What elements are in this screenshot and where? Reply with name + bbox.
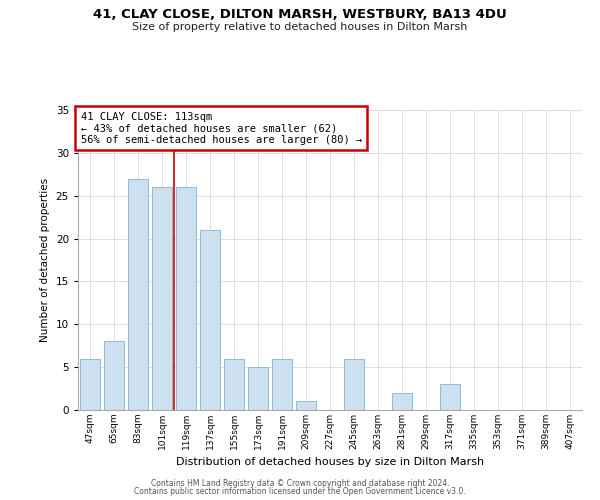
Text: 41, CLAY CLOSE, DILTON MARSH, WESTBURY, BA13 4DU: 41, CLAY CLOSE, DILTON MARSH, WESTBURY, … xyxy=(93,8,507,20)
Bar xyxy=(152,187,172,410)
Bar xyxy=(104,342,124,410)
Bar xyxy=(248,367,268,410)
Bar xyxy=(272,358,292,410)
Y-axis label: Number of detached properties: Number of detached properties xyxy=(40,178,50,342)
Bar xyxy=(128,178,148,410)
Bar xyxy=(200,230,220,410)
Bar xyxy=(176,187,196,410)
Bar xyxy=(80,358,100,410)
Bar xyxy=(296,402,316,410)
Text: 41 CLAY CLOSE: 113sqm
← 43% of detached houses are smaller (62)
56% of semi-deta: 41 CLAY CLOSE: 113sqm ← 43% of detached … xyxy=(80,112,362,144)
X-axis label: Distribution of detached houses by size in Dilton Marsh: Distribution of detached houses by size … xyxy=(176,458,484,468)
Text: Size of property relative to detached houses in Dilton Marsh: Size of property relative to detached ho… xyxy=(133,22,467,32)
Bar xyxy=(440,384,460,410)
Bar xyxy=(224,358,244,410)
Bar xyxy=(392,393,412,410)
Text: Contains public sector information licensed under the Open Government Licence v3: Contains public sector information licen… xyxy=(134,487,466,496)
Text: Contains HM Land Registry data © Crown copyright and database right 2024.: Contains HM Land Registry data © Crown c… xyxy=(151,478,449,488)
Bar xyxy=(344,358,364,410)
